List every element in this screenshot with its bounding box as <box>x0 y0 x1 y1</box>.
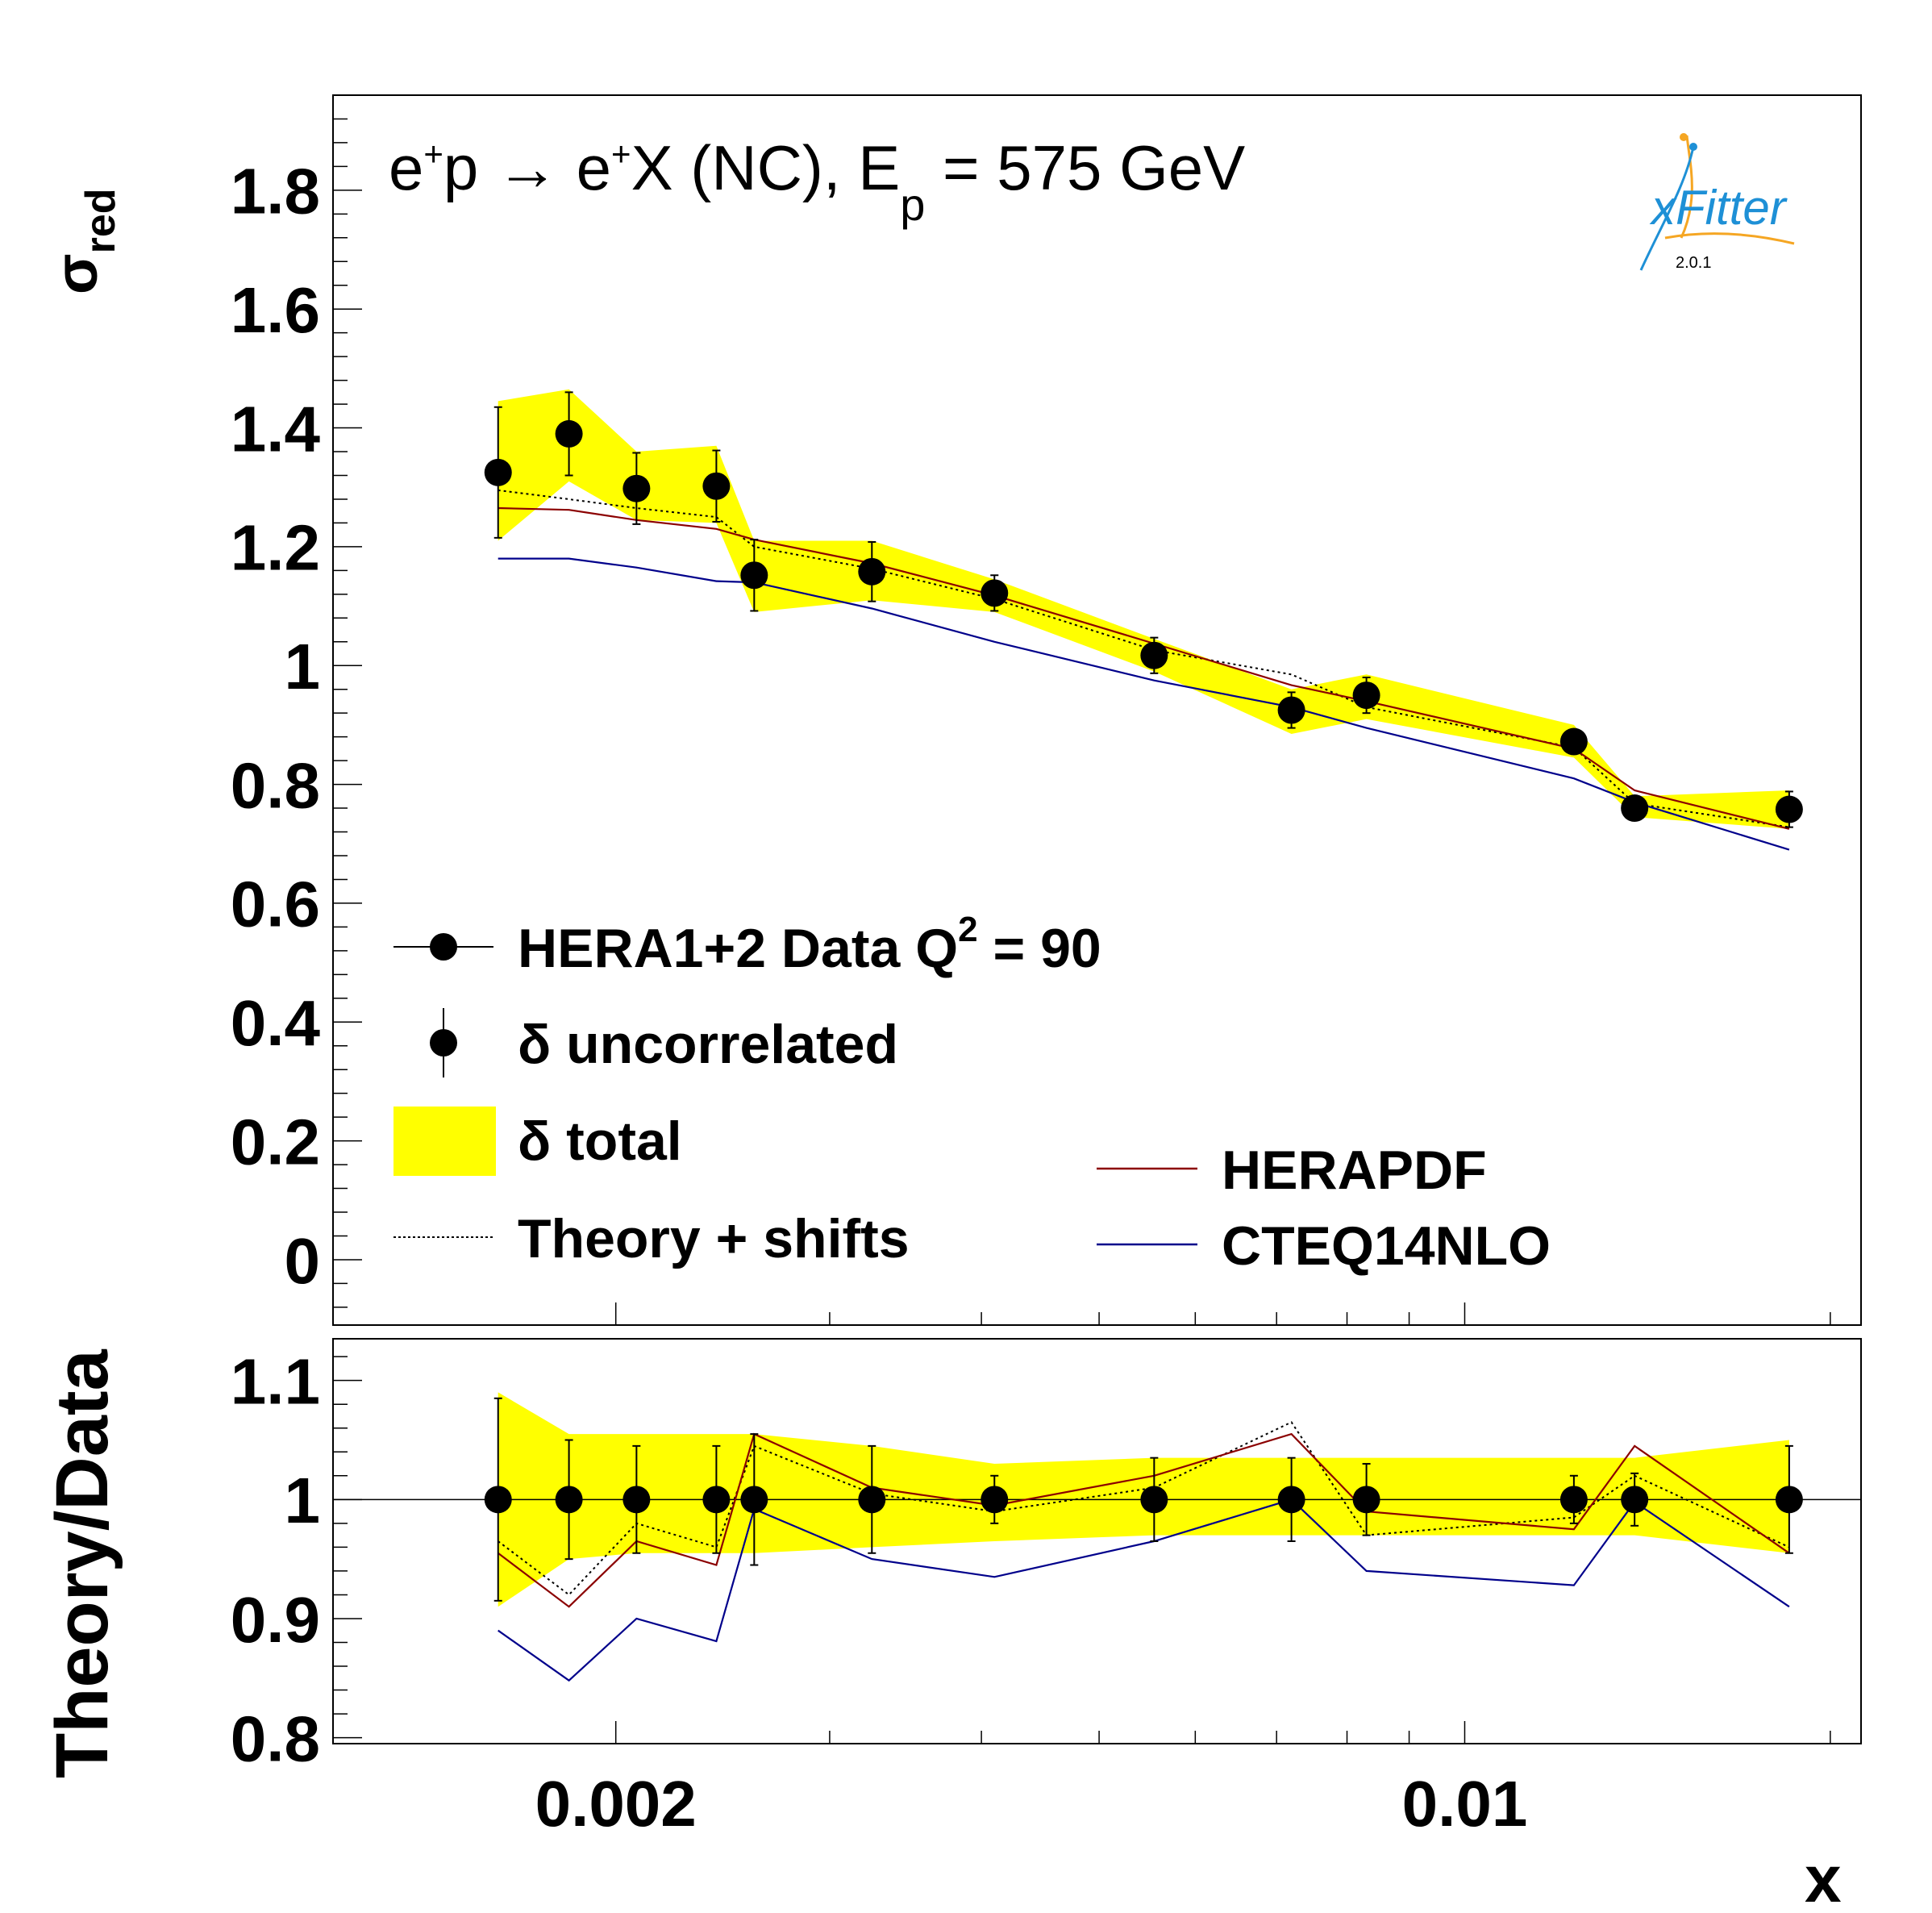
top-data-point <box>1277 696 1305 724</box>
ratio-panel: 0.8 0.9 1 1.1 0.002 0.01 Theory/Data x <box>41 1338 1862 1913</box>
top-x-axis-ticks <box>614 1302 1831 1325</box>
logo-orange-arc <box>1680 135 1693 239</box>
legend-data-label-text: HERA1+2 Data Q <box>518 918 958 979</box>
top-data-point <box>858 557 886 586</box>
top-y-tick-label: 0.6 <box>231 869 320 940</box>
top-y-tick-label: 1.2 <box>231 512 320 584</box>
logo-blue-dot <box>1689 143 1697 151</box>
top-panel: 00.20.40.60.811.21.41.61.8 e+p → e+X (NC… <box>43 94 1862 1326</box>
ratio-data-point <box>981 1486 1009 1514</box>
ratio-y-tick-label: 0.9 <box>231 1584 320 1656</box>
top-data-point <box>622 474 651 502</box>
process-title-energy: = 575 GeV <box>925 132 1245 203</box>
ratio-y-axis-label: Theory/Data <box>41 1348 123 1778</box>
process-title-plus-2: + <box>611 135 631 173</box>
ratio-data-point <box>858 1486 886 1514</box>
x-tick-label: 0.002 <box>535 1768 697 1840</box>
top-data-point <box>740 561 768 590</box>
ratio-data-point <box>555 1486 583 1514</box>
process-title-arrow: p → e <box>443 132 611 203</box>
ratio-y-axis: 0.8 0.9 1 1.1 <box>231 1345 362 1774</box>
legend-data-label-sup: 2 <box>958 910 977 949</box>
top-y-tick-label: 0 <box>285 1225 321 1297</box>
ratio-data-point <box>1559 1486 1588 1514</box>
top-data-point <box>555 419 583 448</box>
ratio-data-point <box>1140 1486 1168 1514</box>
top-data-point <box>1621 794 1649 823</box>
legend-cteq-label: CTEQ14NLO <box>1222 1215 1551 1277</box>
top-y-tick-label: 1.6 <box>231 274 320 346</box>
legend-uncorrelated-label: δ uncorrelated <box>518 1014 898 1075</box>
logo-name: xFitter <box>1649 181 1788 235</box>
ratio-data-point <box>622 1486 651 1514</box>
ratio-y-tick-label: 0.8 <box>231 1703 320 1774</box>
top-y-axis-label-main: σ <box>43 253 110 294</box>
legend-total-swatch <box>393 1107 496 1176</box>
logo-baseline-arc <box>1664 232 1795 245</box>
top-y-axis: 0 0.2 0.4 0.6 0.8 1 1.2 1.4 1.6 1.8 <box>231 94 362 1308</box>
ratio-y-tick-label: 1.1 <box>231 1345 320 1417</box>
top-data-point <box>1140 641 1168 669</box>
legend-total-label: δ total <box>518 1111 682 1172</box>
top-y-axis-label: σred <box>43 188 124 294</box>
top-y-tick-label: 0.8 <box>231 749 320 821</box>
process-title-lhs: e <box>389 132 423 203</box>
legend-herapdf-label: HERAPDF <box>1222 1140 1487 1201</box>
top-data-point <box>702 472 731 500</box>
logo-orange-dot <box>1680 133 1688 141</box>
top-data-point <box>1352 681 1380 710</box>
process-title-final-state: X (NC), E <box>631 132 901 203</box>
top-data-point <box>484 458 512 486</box>
ratio-data-point <box>1352 1486 1380 1514</box>
logo-blue-arc <box>1639 146 1695 271</box>
ratio-data-point <box>702 1486 731 1514</box>
top-y-tick-label: 1.8 <box>231 156 320 227</box>
process-title-plus-1: + <box>423 135 443 173</box>
legend-data-label: HERA1+2 Data Q2 = 90 <box>518 910 1101 979</box>
x-axis: 0.002 0.01 <box>535 1721 1831 1840</box>
top-y-tick-label: 0.4 <box>231 987 321 1059</box>
x-axis-label: x <box>1805 1843 1842 1913</box>
top-series-cteq14nlo <box>498 557 1790 851</box>
ratio-series-cteq14nlo <box>498 1498 1790 1682</box>
logo-version: 2.0.1 <box>1676 254 1711 272</box>
ratio-data-point <box>1277 1486 1305 1514</box>
x-tick-label: 0.01 <box>1402 1768 1528 1840</box>
legend-data-label-q2: = 90 <box>978 918 1101 979</box>
legend-uncorrelated-marker <box>430 1029 457 1057</box>
legend-theory-shifts-label: Theory + shifts <box>518 1208 910 1269</box>
ratio-y-tick-label: 1 <box>285 1465 321 1536</box>
legend-data-marker <box>430 933 457 961</box>
xfitter-logo: xFitter 2.0.1 <box>1639 133 1795 272</box>
top-data-point <box>1775 795 1803 823</box>
top-y-tick-label: 0.2 <box>231 1106 320 1177</box>
top-panel-frame <box>332 94 1862 1326</box>
top-y-axis-label-sub: red <box>77 188 124 253</box>
process-title-sub: p <box>900 179 925 230</box>
top-y-tick-label: 1.4 <box>231 393 321 465</box>
ratio-panel-frame <box>332 1338 1862 1744</box>
ratio-data-point <box>1621 1486 1649 1514</box>
ratio-data-point <box>484 1486 512 1514</box>
top-y-tick-label: 1 <box>285 631 321 702</box>
top-total-uncertainty-band <box>498 389 1789 829</box>
ratio-data-point <box>740 1486 768 1514</box>
process-title: e+p → e+X (NC), Ep = 575 GeV <box>389 132 1245 230</box>
legend: HERA1+2 Data Q2 = 90 δ uncorrelated δ to… <box>393 910 1551 1277</box>
top-data-point <box>981 579 1009 607</box>
top-data-point <box>1559 727 1588 756</box>
ratio-data-point <box>1775 1486 1803 1514</box>
